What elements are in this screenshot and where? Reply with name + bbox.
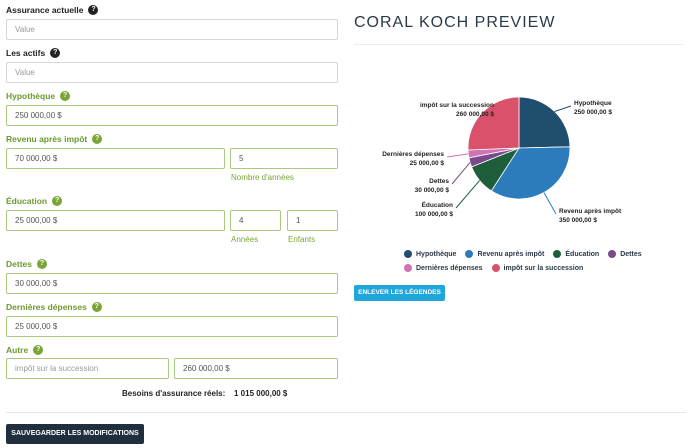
legend-item-revenu-apres-impot[interactable]: Revenu après impôt (465, 250, 544, 258)
pie-label-value: 250 000,00 $ (574, 109, 612, 116)
education-children-input[interactable]: 1 (287, 210, 338, 231)
pie-label-name: Dettes (429, 178, 449, 185)
actifs-input[interactable]: Value (6, 62, 338, 83)
legend-label: Dernières dépenses (416, 264, 483, 272)
autre-label-text: Autre (6, 345, 29, 355)
legend-item-dernieres-depenses[interactable]: Dernières dépenses (404, 264, 483, 272)
divider (6, 412, 686, 413)
dettes-input[interactable]: 30 000,00 $ (6, 273, 338, 294)
help-icon[interactable]: ? (50, 48, 61, 58)
help-icon[interactable]: ? (88, 5, 99, 15)
legend-label: impôt sur la succession (503, 264, 584, 272)
legend-dot (404, 264, 412, 272)
total-value: 1 015 000,00 $ (234, 389, 288, 398)
hypotheque-label: Hypothèque? (6, 91, 71, 101)
legend-dot (608, 250, 617, 258)
assurance-input[interactable]: Value (6, 19, 338, 40)
actifs-label-text: Les actifs (6, 48, 46, 58)
legend-label: Dettes (620, 250, 642, 258)
legend-item-impot-sur-la-succession[interactable]: impôt sur la succession (491, 264, 584, 272)
depenses-label: Dernières dépenses? (6, 302, 102, 312)
legend-label: Hypothèque (416, 250, 457, 258)
education-label: Éducation? (6, 196, 63, 206)
education-years-input[interactable]: 4 (230, 210, 281, 231)
education-input[interactable]: 25 000,00 $ (6, 210, 225, 231)
pie-leader-education (455, 180, 481, 209)
pie-leader-hypotheque (554, 105, 572, 112)
help-icon[interactable]: ? (92, 134, 103, 144)
hypotheque-input[interactable]: 250 000,00 $ (6, 105, 338, 126)
help-icon[interactable]: ? (52, 196, 63, 206)
legend-row-1: Hypothèque Revenu après impôt Éducation Det… (404, 250, 651, 258)
dettes-label: Dettes? (6, 259, 47, 269)
pie-label-value: 350 000,00 $ (559, 217, 597, 224)
education-label-text: Éducation (6, 196, 48, 206)
legend-dot (404, 250, 412, 258)
autre-label: Autre? (6, 345, 44, 355)
hypotheque-label-text: Hypothèque (6, 91, 56, 101)
legend-dot (465, 250, 474, 258)
legend-row-2: Dernières dépenses impôt sur la successio… (404, 264, 592, 272)
pie-label-value: 100 000,00 $ (415, 211, 453, 218)
pie-chart: Hypothèque 250 000,00 $ Revenu après impôt… (382, 96, 622, 224)
legend-dot (491, 264, 500, 272)
preview-divider (354, 44, 684, 45)
legend-item-dettes[interactable]: Dettes (608, 250, 642, 258)
legend-dot (553, 250, 562, 258)
pie-label-value: 30 000,00 $ (415, 187, 450, 194)
revenu-years-caption: Nombre d'années (231, 173, 294, 182)
help-icon[interactable]: ? (36, 259, 47, 269)
remove-legends-button[interactable]: ENLEVER LES LÉGENDES (354, 285, 445, 301)
revenu-label-text: Revenu après impôt (6, 134, 88, 144)
pie-label-value: 260 000,00 $ (456, 111, 494, 118)
pie-label-name: impôt sur la succession (420, 102, 494, 109)
assurance-label: Assurance actuelle? (6, 5, 99, 15)
legend-item-education[interactable]: Éducation (553, 250, 599, 258)
pie-leader-impot-sur-la-succession (482, 107, 498, 114)
revenu-input[interactable]: 70 000,00 $ (6, 148, 225, 169)
actifs-label: Les actifs? (6, 48, 61, 58)
pie-slice-impot-sur-la-succession[interactable] (467, 96, 520, 151)
help-icon[interactable]: ? (91, 302, 102, 312)
pie-label-name: Revenu après impôt (559, 208, 622, 215)
depenses-input[interactable]: 25 000,00 $ (6, 316, 338, 337)
total-label: Besoins d'assurance réels: (122, 389, 226, 398)
help-icon[interactable]: ? (33, 345, 44, 355)
pie-label-name: Éducation (422, 200, 453, 209)
revenu-label: Revenu après impôt? (6, 134, 103, 144)
autre-value-input[interactable]: 260 000,00 $ (174, 358, 338, 379)
autre-name-input[interactable]: impôt sur la succession (6, 358, 169, 379)
revenu-years-input[interactable]: 5 (230, 148, 338, 169)
legend-item-hypotheque[interactable]: Hypothèque (404, 250, 456, 258)
education-children-caption: Enfants (288, 235, 316, 244)
pie-slice-hypotheque[interactable] (518, 96, 571, 149)
pie-slice-revenu-apres-impot[interactable] (490, 146, 571, 200)
assurance-label-text: Assurance actuelle (6, 5, 84, 15)
preview-title: CORAL KOCH PREVIEW (354, 14, 556, 31)
pie-leader-dernieres-depenses (446, 153, 469, 158)
save-button[interactable]: SAUVEGARDER LES MODIFICATIONS (6, 424, 144, 444)
pie-leader-dettes (451, 162, 471, 185)
education-years-caption: Années (231, 235, 259, 244)
pie-leader-revenu-apres-impot (543, 192, 557, 215)
pie-label-name: Dernières dépenses (382, 151, 444, 158)
legend-label: Revenu après impôt (477, 250, 545, 258)
legend-label: Éducation (565, 250, 600, 258)
help-icon[interactable]: ? (60, 91, 71, 101)
pie-label-name: Hypothèque (574, 100, 612, 107)
pie-label-value: 25 000,00 $ (410, 160, 445, 167)
dettes-label-text: Dettes (6, 259, 32, 269)
depenses-label-text: Dernières dépenses (6, 302, 87, 312)
